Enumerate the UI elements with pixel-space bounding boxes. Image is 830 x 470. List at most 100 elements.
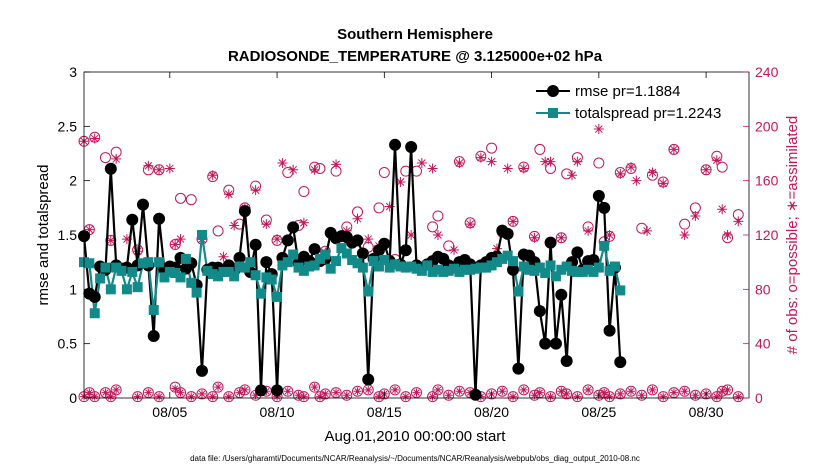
obs-possible-bottom-marker [153,391,165,403]
rmse-marker [233,251,246,264]
obs-possible-bottom-marker [689,389,701,401]
y-tick-label: 0 [69,390,77,406]
totalspread-marker [347,254,358,265]
totalspread-marker [191,287,202,298]
totalspread-marker [84,258,95,269]
totalspread-marker [266,274,277,285]
obs-possible-bottom-marker [486,388,498,400]
obs-assimilated-marker [465,219,476,230]
rmse-marker [512,362,525,375]
totalspread-marker [406,261,417,272]
obs-assimilated-bottom-marker [680,387,689,396]
totalspread-marker [475,262,486,273]
rmse-marker [287,221,300,234]
totalspread-marker [89,308,100,319]
rmse-marker [501,227,514,240]
obs-assimilated-bottom-marker [498,387,507,396]
rmse-marker [399,244,412,257]
totalspread-marker [524,264,535,275]
obs-possible-bottom-marker [142,387,154,399]
obs-assimilated-marker [84,224,95,235]
obs-possible-marker [298,186,310,198]
totalspread-marker [148,304,159,315]
totalspread-marker [277,260,288,271]
obs-assimilated-bottom-marker [691,391,700,400]
totalspread-marker [540,268,551,279]
rmse-marker [555,288,568,301]
obs-assimilated-bottom-marker [600,388,609,397]
totalspread-marker [196,230,207,240]
obs-possible-bottom-marker [625,385,637,397]
totalspread-marker [577,266,588,277]
obs-possible-bottom-marker [341,389,353,401]
rmse-marker [281,234,294,247]
totalspread-marker [304,261,315,272]
obs-assimilated-bottom-marker [535,388,544,397]
totalspread-marker [449,263,460,274]
totalspread-marker [615,285,626,296]
obs-assimilated-marker [615,168,626,179]
obs-assimilated-marker [175,234,186,245]
totalspread-marker [95,273,106,284]
obs-assimilated-bottom-marker [235,388,244,397]
y2-axis-label: # of obs: o=possible; ∗=assimilated [784,116,801,355]
obs-possible-bottom-marker [175,387,187,399]
obs-possible-bottom-marker [400,391,412,403]
rmse-marker [195,364,208,377]
totalspread-marker [137,258,148,269]
totalspread-marker [261,272,272,283]
obs-assimilated-marker [540,156,551,167]
rmse-marker [539,337,552,350]
obs-assimilated-marker [89,133,100,144]
totalspread-marker [250,270,261,281]
obs-assimilated-marker [121,234,132,245]
obs-assimilated-bottom-marker [353,387,362,396]
totalspread-marker [164,266,175,277]
totalspread-marker [427,266,438,277]
y2-tick-label: 200 [755,118,779,134]
legend-spread-marker [548,108,558,118]
obs-assimilated-bottom-marker [627,387,636,396]
totalspread-marker [465,264,476,275]
rmse-marker [308,243,321,256]
obs-assimilated-marker [642,225,653,236]
obs-assimilated-bottom-marker [197,389,206,398]
obs-assimilated-bottom-marker [299,392,308,401]
totalspread-marker [336,243,347,254]
series-layer [78,138,627,401]
totalspread-marker [400,262,411,273]
totalspread-marker [154,257,165,268]
obs-assimilated-marker [647,167,658,178]
x-tick-label: 08/20 [474,404,509,420]
obs-assimilated-marker [331,159,342,170]
obs-assimilated-marker [722,230,733,240]
totalspread-marker [363,286,374,297]
obs-assimilated-marker [545,156,556,167]
obs-possible-bottom-marker [196,388,208,400]
totalspread-marker [513,286,524,297]
obs-assimilated-marker [218,251,229,262]
obs-assimilated-bottom-marker [342,391,351,400]
obs-assimilated-marker [105,235,116,246]
obs-possible-bottom-marker [679,385,691,397]
obs-possible-bottom-marker [507,391,519,403]
totalspread-marker [438,266,449,277]
obs-assimilated-bottom-marker [214,383,223,392]
rmse-marker [469,388,482,401]
totalspread-marker [352,258,363,269]
obs-possible-bottom-marker [411,387,422,399]
rmse-marker [249,238,262,251]
obs-assimilated-marker [604,230,615,240]
totalspread-marker [583,264,594,275]
obs-possible-marker [593,157,605,169]
obs-assimilated-bottom-marker [101,388,110,397]
totalspread-marker [170,268,181,279]
totalspread-marker [288,249,299,260]
plot-area [84,72,749,398]
obs-possible-bottom-marker [604,391,616,403]
obs-possible-bottom-marker [427,391,439,403]
obs-assimilated-marker [154,164,165,175]
obs-assimilated-marker [363,234,374,245]
obs-assimilated-bottom-marker [240,385,249,394]
obs-assimilated-marker [717,204,728,215]
